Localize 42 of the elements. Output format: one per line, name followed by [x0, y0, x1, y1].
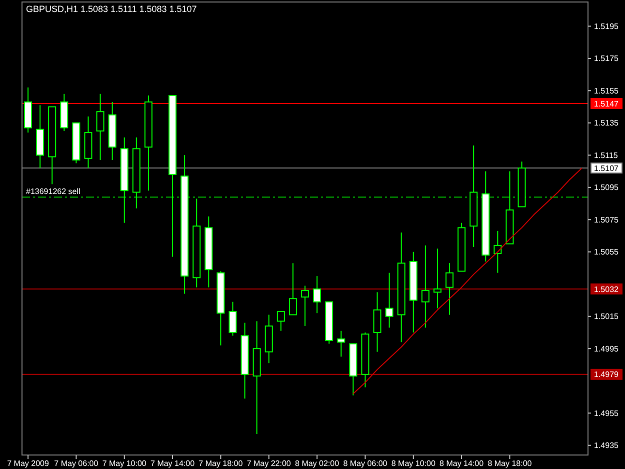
x-tick-label: 8 May 18:00 [488, 459, 532, 468]
candlestick [446, 262, 454, 316]
candlestick [373, 292, 382, 352]
x-tick-label: 7 May 18:00 [198, 459, 244, 468]
candlestick [276, 311, 285, 332]
x-tick-label: 7 May 2009 [7, 459, 50, 468]
candlestick [313, 276, 322, 314]
candlestick [301, 285, 309, 327]
candlestick [228, 301, 237, 336]
y-tick-label: 1.5095 [594, 183, 620, 192]
chart-title: GBPUSD,H1 1.5083 1.5111 1.5083 1.5107 [26, 4, 197, 14]
ref-line-label: 1.5107 [594, 164, 620, 173]
x-tick-label: 7 May 22:00 [246, 459, 292, 468]
y-tick-label: 1.4995 [594, 344, 620, 354]
x-tick-label: 8 May 10:00 [391, 459, 436, 468]
y-tick-label: 1.5135 [594, 118, 620, 128]
y-tick-label: 1.4935 [594, 441, 620, 450]
x-tick-label: 7 May 06:00 [54, 459, 99, 468]
ref-line-label: #13691262 sell [26, 187, 80, 196]
y-tick-label: 1.5115 [594, 150, 618, 160]
y-tick-label: 1.5195 [594, 22, 620, 31]
ref-line-label: 1.5032 [594, 284, 620, 294]
candlestick [385, 272, 394, 328]
candlestick [421, 244, 430, 328]
y-tick-label: 1.5015 [594, 312, 620, 322]
candlestick [337, 330, 346, 358]
x-tick-label: 7 May 10:00 [102, 459, 147, 468]
candlestick [288, 262, 297, 316]
x-tick-label: 7 May 14:00 [150, 459, 196, 468]
line-series [352, 168, 582, 394]
candlestick [433, 248, 442, 309]
x-tick-label: 8 May 14:00 [440, 459, 484, 468]
y-tick-label: 1.5075 [594, 215, 620, 224]
ref-line-label: 1.5147 [594, 99, 620, 108]
y-tick-label: 1.5155 [594, 86, 620, 96]
x-tick-label: 8 May 06:00 [343, 459, 388, 468]
y-tick-label: 1.4955 [594, 408, 620, 418]
candlestick [96, 93, 104, 160]
ref-line-label: 1.4979 [594, 370, 620, 380]
y-tick-label: 1.5175 [594, 54, 620, 64]
y-tick-label: 1.5055 [594, 248, 620, 257]
x-tick-label: 8 May 02:00 [295, 459, 340, 468]
